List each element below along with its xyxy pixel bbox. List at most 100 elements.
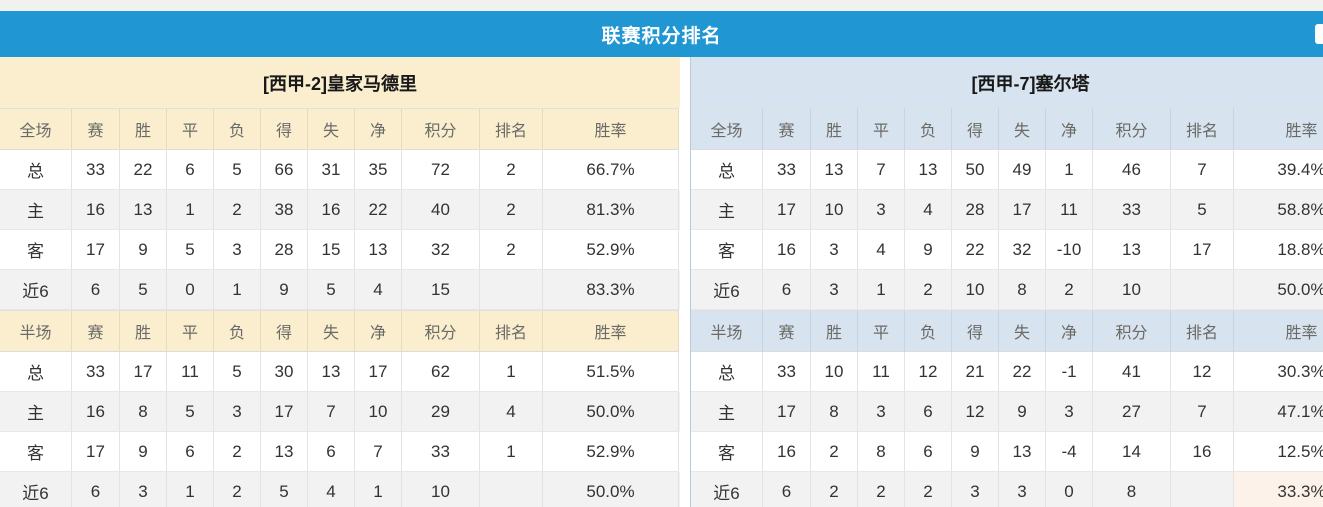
stat-cell: 22: [120, 150, 167, 190]
table-row: 总 33 17 11 5 30 13 17 62 1 51.5%: [0, 352, 680, 392]
stat-cell: 7: [355, 432, 402, 472]
stat-cell: 9: [905, 230, 952, 270]
column-header: 负: [905, 310, 952, 352]
column-header: 排名: [480, 108, 543, 150]
stat-cell: 2: [905, 472, 952, 507]
stat-cell: 16: [72, 190, 120, 230]
stat-cell: 7: [858, 150, 905, 190]
table-row: 总 33 10 11 12 21 22 -1 41 12 30.3%: [691, 352, 1323, 392]
section-header-row: 半场赛胜平负得失净积分 排名 胜率: [691, 310, 1323, 352]
row-label: 总: [0, 150, 72, 190]
stat-cell: 12: [952, 392, 999, 432]
stat-cell: -10: [1046, 230, 1093, 270]
section-label: 全场: [691, 108, 763, 150]
section-header-row: 全场赛胜平负得失净积分 排名 胜率: [691, 108, 1323, 150]
stat-cell: 4: [858, 230, 905, 270]
column-header: 失: [308, 310, 355, 352]
rank-cell: 1: [480, 352, 543, 392]
stat-cell: 13: [308, 352, 355, 392]
points-cell: 27: [1093, 392, 1171, 432]
stat-cell: 2: [811, 432, 858, 472]
table-row: 主 16 8 5 3 17 7 10 29 4 50.0%: [0, 392, 680, 432]
stat-cell: 13: [811, 150, 858, 190]
rank-cell: 2: [480, 190, 543, 230]
rank-cell: 2: [480, 230, 543, 270]
rank-cell: [1171, 270, 1234, 310]
stat-cell: 13: [905, 150, 952, 190]
row-label: 主: [691, 392, 763, 432]
stat-cell: 17: [355, 352, 402, 392]
section-label: 半场: [691, 310, 763, 352]
rank-cell: [480, 270, 543, 310]
stat-cell: 17: [999, 190, 1046, 230]
table-row: 近6 6 3 1 2 10 8 2 10 50.0%: [691, 270, 1323, 310]
stat-cell: 17: [72, 230, 120, 270]
stat-cell: 7: [308, 392, 355, 432]
row-label: 客: [691, 230, 763, 270]
stat-cell: 50: [952, 150, 999, 190]
cut-off-icon[interactable]: [1315, 24, 1323, 44]
table-row: 近6 6 3 1 2 5 4 1 10 50.0%: [0, 472, 680, 507]
row-label: 客: [691, 432, 763, 472]
column-header: 净: [355, 108, 402, 150]
title-bar: 联赛积分排名: [0, 11, 1323, 57]
rank-cell: 5: [1171, 190, 1234, 230]
tables-container: [西甲-2]皇家马德里 全场赛胜平负得失净积分 排名 胜率总 33 22 6 5 66 31 35…: [0, 57, 1323, 507]
stat-cell: 1: [1046, 150, 1093, 190]
stat-cell: 21: [952, 352, 999, 392]
column-header: 平: [858, 310, 905, 352]
stat-cell: 3: [120, 472, 167, 507]
rank-cell: 7: [1171, 150, 1234, 190]
row-label: 主: [691, 190, 763, 230]
column-header: 净: [355, 310, 402, 352]
stat-cell: 22: [999, 352, 1046, 392]
column-header: 净: [1046, 108, 1093, 150]
stat-cell: 4: [308, 472, 355, 507]
column-header: 胜: [811, 310, 858, 352]
stat-cell: 6: [763, 270, 811, 310]
stat-cell: 3: [811, 270, 858, 310]
stat-cell: 17: [72, 432, 120, 472]
column-header: 积分: [1093, 310, 1171, 352]
rate-cell: 81.3%: [543, 190, 679, 230]
stat-cell: 28: [952, 190, 999, 230]
column-header: 净: [1046, 310, 1093, 352]
stat-cell: 4: [905, 190, 952, 230]
stat-cell: 17: [763, 392, 811, 432]
team-header: [西甲-2]皇家马德里: [0, 57, 680, 108]
stat-cell: 2: [214, 472, 261, 507]
stat-cell: 13: [120, 190, 167, 230]
stat-cell: 5: [261, 472, 308, 507]
column-header: 失: [999, 310, 1046, 352]
row-label: 客: [0, 432, 72, 472]
table-row: 近6 6 5 0 1 9 5 4 15 83.3%: [0, 270, 680, 310]
points-cell: 15: [402, 270, 480, 310]
stat-cell: 6: [72, 472, 120, 507]
stat-cell: 8: [999, 270, 1046, 310]
rate-cell: 52.9%: [543, 230, 679, 270]
stat-cell: 16: [72, 392, 120, 432]
stat-cell: 16: [763, 432, 811, 472]
column-header: 负: [905, 108, 952, 150]
stat-cell: 6: [167, 150, 214, 190]
rank-cell: 12: [1171, 352, 1234, 392]
stat-cell: 32: [999, 230, 1046, 270]
column-header: 赛: [72, 310, 120, 352]
points-cell: 62: [402, 352, 480, 392]
column-header: 平: [167, 310, 214, 352]
stat-cell: 3: [1046, 392, 1093, 432]
stat-cell: 49: [999, 150, 1046, 190]
stat-cell: 15: [308, 230, 355, 270]
row-label: 近6: [0, 270, 72, 310]
table-row: 客 16 2 8 6 9 13 -4 14 16 12.5%: [691, 432, 1323, 472]
table-row: 客 17 9 6 2 13 6 7 33 1 52.9%: [0, 432, 680, 472]
rate-cell: 51.5%: [543, 352, 679, 392]
rank-cell: 16: [1171, 432, 1234, 472]
stat-cell: 2: [1046, 270, 1093, 310]
stat-cell: 2: [214, 432, 261, 472]
stat-cell: 3: [858, 190, 905, 230]
stat-cell: -1: [1046, 352, 1093, 392]
row-label: 总: [691, 352, 763, 392]
table-row: 总 33 13 7 13 50 49 1 46 7 39.4%: [691, 150, 1323, 190]
stat-cell: 3: [214, 230, 261, 270]
